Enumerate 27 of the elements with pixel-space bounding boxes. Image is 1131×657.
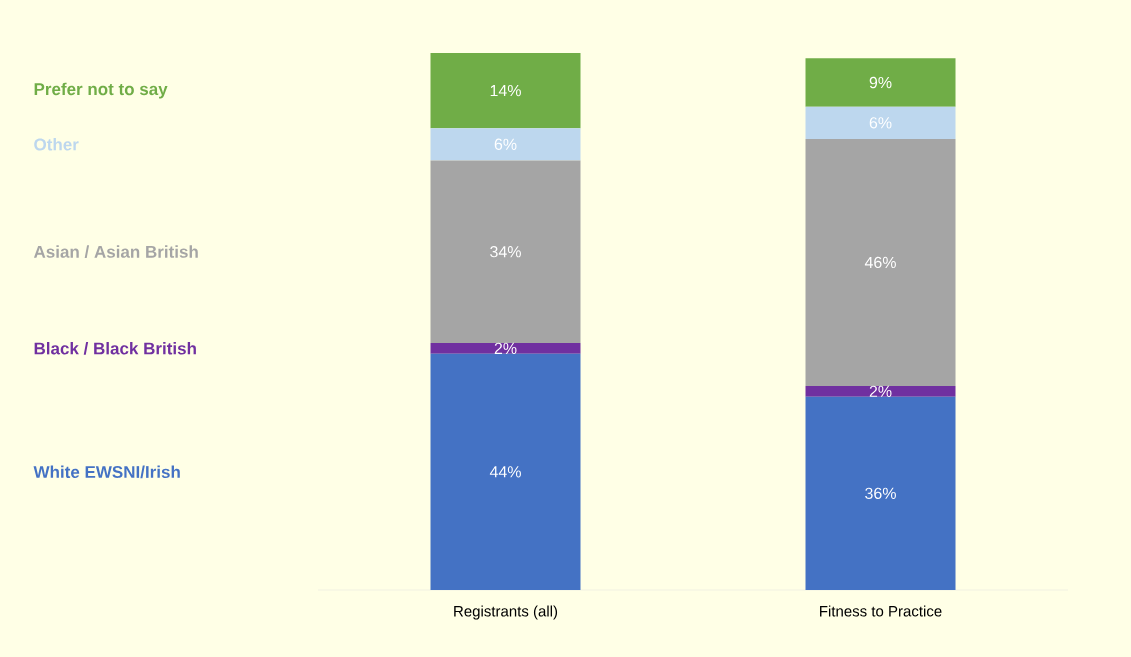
data-label: 14%: [490, 84, 521, 97]
bar: [805, 106, 956, 139]
bar: [430, 160, 581, 343]
bar: [430, 128, 581, 161]
bar: [430, 52, 581, 129]
bar: [805, 58, 956, 107]
data-label: 6%: [494, 138, 517, 150]
data-label: 2%: [869, 385, 892, 397]
data-label: 9%: [869, 76, 892, 89]
bar: [805, 385, 956, 397]
text: Prefer not to say: [34, 82, 168, 99]
data-label: 36%: [865, 487, 896, 499]
data-label: 6%: [869, 117, 892, 129]
x-tick-label: Registrants (all): [454, 605, 558, 620]
bar: [805, 138, 956, 386]
text: Asian / Asian British: [33, 245, 198, 259]
bar: [430, 342, 581, 354]
data-label: 2%: [494, 342, 517, 354]
bar: [430, 353, 581, 590]
text: Black / Black British: [34, 342, 196, 355]
bar: [805, 396, 956, 590]
text: White EWSNI/Irish: [33, 465, 180, 479]
data-label: 34%: [490, 246, 521, 258]
x-tick-label: Fitness to Practice: [820, 605, 942, 617]
text: Other: [34, 138, 79, 151]
data-label: 44%: [489, 466, 521, 478]
data-label: 46%: [864, 256, 896, 269]
